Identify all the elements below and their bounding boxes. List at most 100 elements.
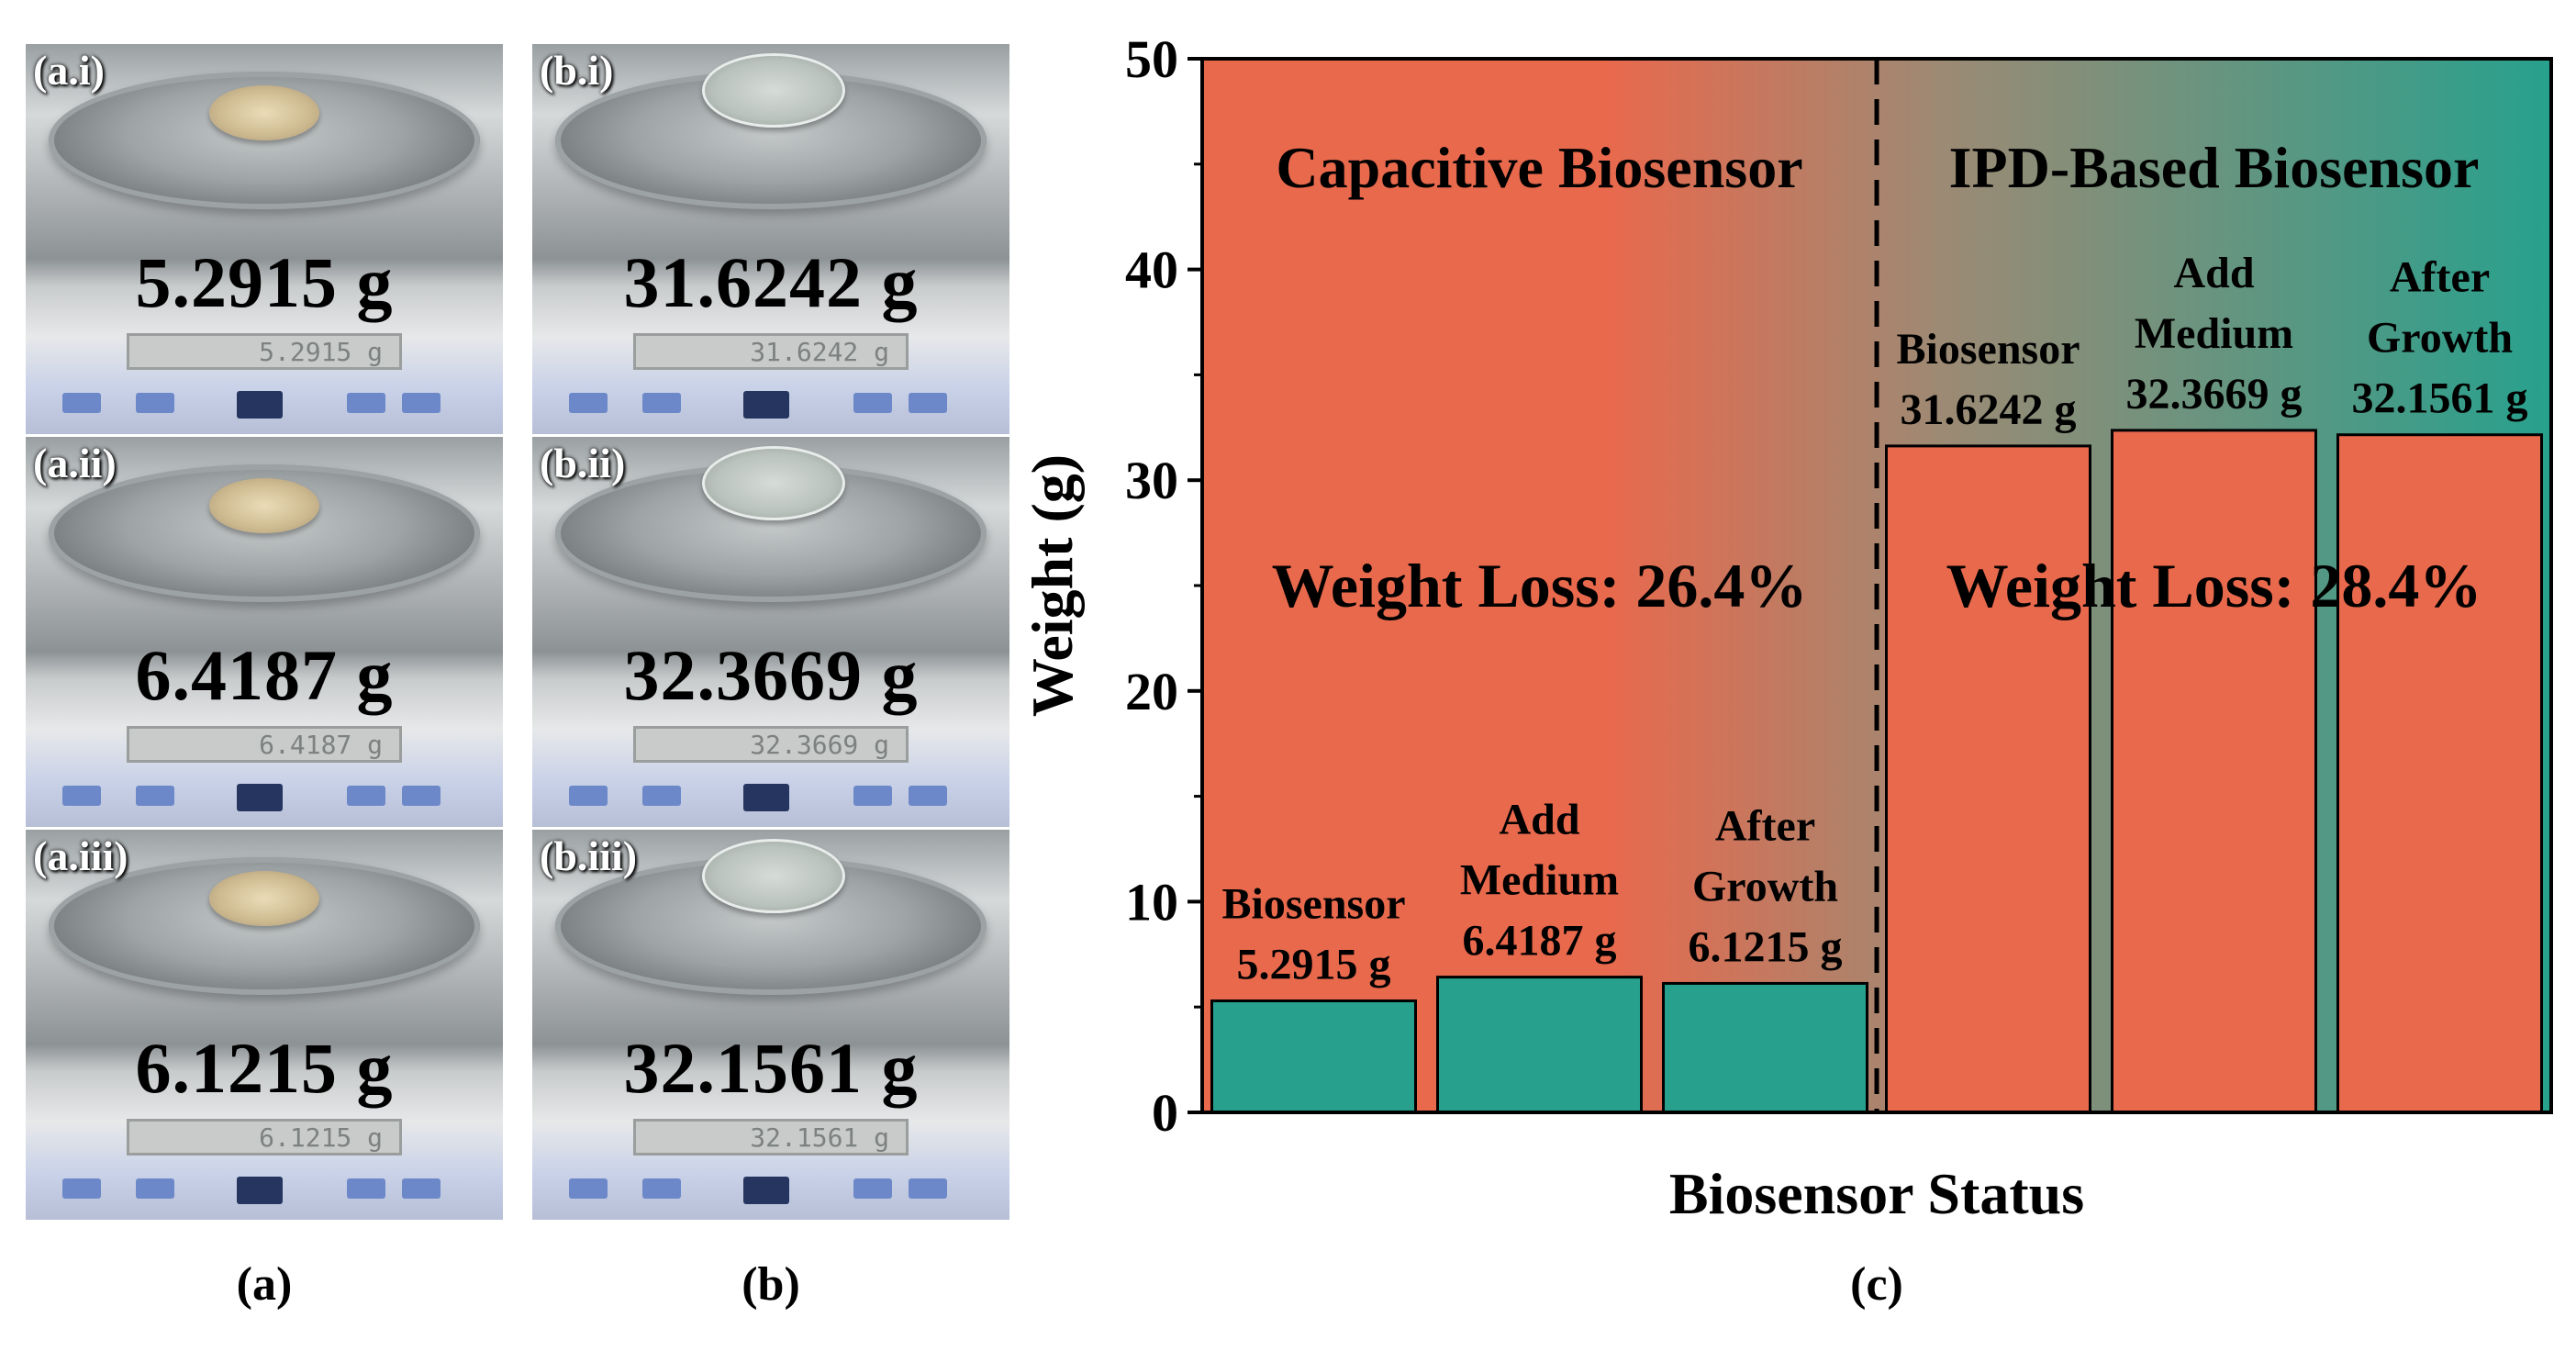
sample-dish: [209, 871, 319, 926]
scale-display: 5.2915 g: [127, 333, 402, 370]
scale-keypad: [62, 784, 466, 813]
scale-key: [237, 784, 283, 811]
scale-key: [909, 393, 947, 413]
weight-reading: 6.4187 g: [135, 635, 394, 715]
scale-display: 31.6242 g: [633, 333, 909, 370]
photo-tag: (b.iii): [540, 832, 638, 879]
scale-key: [853, 786, 892, 806]
weight-reading: 5.2915 g: [135, 242, 394, 322]
weight-loss-label-ipd: Weight Loss: 28.4%: [1946, 551, 2482, 620]
sample-dish: [702, 839, 845, 913]
scale-key: [909, 786, 947, 806]
scale-keypad: [62, 1177, 466, 1206]
bar-category-label: After: [1715, 801, 1815, 850]
y-axis-label: Weight (g): [1020, 454, 1085, 717]
scale-keypad: [62, 391, 466, 420]
panel-a-label: (a): [236, 1258, 293, 1311]
scale-key: [569, 786, 608, 806]
scale-key: [642, 1178, 681, 1199]
y-tick-label: 40: [1125, 240, 1178, 300]
scale-key: [237, 391, 283, 419]
scale-key: [569, 393, 608, 413]
scale-photo-b-1: 31.6242 g (b.i) 31.6242 g: [532, 44, 1009, 434]
scale-keypad: [569, 784, 973, 813]
bar-ipd-2: [2111, 429, 2317, 1114]
group-title-capacitive: Capacitive Biosensor: [1276, 135, 1802, 200]
bar-category-label: Medium: [1460, 856, 1619, 905]
bar-value-label: 31.6242 g: [1901, 385, 2077, 434]
scale-key: [402, 393, 440, 413]
y-tick-label: 0: [1152, 1083, 1178, 1143]
scale-photo-a-3: 6.1215 g (a.iii) 6.1215 g: [26, 830, 503, 1220]
weight-reading: 32.1561 g: [623, 1028, 919, 1108]
photo-tag: (a.i): [33, 47, 105, 94]
panel-b-photos: 31.6242 g (b.i) 31.6242 g 32.3669 g (b.ii) 32…: [532, 44, 1009, 1223]
sample-dish: [702, 53, 845, 128]
scale-key: [62, 393, 101, 413]
scale-key: [136, 786, 174, 806]
sample-dish: [702, 446, 845, 520]
bar-ipd-3: [2336, 433, 2543, 1114]
scale-photo-b-3: 32.1561 g (b.iii) 32.1561 g: [532, 830, 1009, 1220]
bar-value-label: 6.4187 g: [1463, 917, 1617, 966]
sample-dish: [209, 478, 319, 533]
scale-photo-a-2: 6.4187 g (a.ii) 6.4187 g: [26, 437, 503, 827]
scale-display: 32.3669 g: [633, 726, 909, 763]
scale-key: [743, 1177, 789, 1204]
panel-a-photos: 5.2915 g (a.i) 5.2915 g 6.4187 g (a.ii) 6.418…: [26, 44, 503, 1223]
y-tick-label: 20: [1125, 662, 1178, 721]
scale-key: [853, 1178, 892, 1199]
scale-display: 32.1561 g: [633, 1119, 909, 1156]
scale-key: [62, 1178, 101, 1199]
sample-dish: [209, 85, 319, 140]
bar-capacitive-2: [1436, 976, 1643, 1114]
bar-category-label: Add: [1499, 796, 1579, 844]
scale-display: 6.4187 g: [127, 726, 402, 763]
panel-b-label: (b): [742, 1258, 800, 1311]
panel-c-label: (c): [1850, 1258, 1903, 1311]
bar-value-label: 32.3669 g: [2126, 370, 2303, 419]
scale-key: [347, 1178, 385, 1199]
bar-category-label: Biosensor: [1896, 325, 2080, 374]
bar-category-label: After: [2390, 253, 2490, 302]
weight-reading: 6.1215 g: [135, 1028, 394, 1108]
scale-key: [642, 393, 681, 413]
bar-value-label: 6.1215 g: [1689, 922, 1843, 971]
scale-keypad: [569, 391, 973, 420]
weight-bar-chart: Capacitive Biosensor Weight Loss: 26.4% IP…: [1020, 29, 2553, 1226]
x-axis-label: Biosensor Status: [1669, 1161, 2084, 1226]
photo-tag: (a.iii): [33, 832, 128, 879]
scale-key: [136, 393, 174, 413]
scale-key: [642, 786, 681, 806]
weight-loss-label-capacitive: Weight Loss: 26.4%: [1272, 551, 1808, 620]
bar-capacitive-3: [1662, 981, 1868, 1114]
scale-key: [909, 1178, 947, 1199]
scale-key: [743, 391, 789, 419]
weight-reading: 32.3669 g: [623, 635, 919, 715]
scale-display: 6.1215 g: [127, 1119, 402, 1156]
scale-keypad: [569, 1177, 973, 1206]
bar-value-label: 5.2915 g: [1237, 941, 1391, 989]
bar-capacitive-1: [1210, 999, 1417, 1114]
scale-key: [237, 1177, 283, 1204]
bar-ipd-1: [1885, 444, 2091, 1114]
bar-category-label: Medium: [2135, 309, 2293, 358]
y-tick-label: 30: [1125, 451, 1178, 510]
photo-tag: (a.ii): [33, 440, 117, 486]
scale-key: [347, 786, 385, 806]
scale-key: [402, 1178, 440, 1199]
bar-category-label: Growth: [2367, 314, 2513, 363]
photo-tag: (b.i): [540, 47, 614, 94]
bar-category-label: Add: [2173, 249, 2254, 297]
scale-key: [62, 786, 101, 806]
scale-photo-b-2: 32.3669 g (b.ii) 32.3669 g: [532, 437, 1009, 827]
scale-key: [569, 1178, 608, 1199]
bar-category-label: Biosensor: [1221, 880, 1405, 929]
group-title-ipd: IPD-Based Biosensor: [1949, 135, 2480, 200]
bar-value-label: 32.1561 g: [2352, 374, 2528, 423]
scale-key: [136, 1178, 174, 1199]
scale-key: [347, 393, 385, 413]
weight-reading: 31.6242 g: [623, 242, 919, 322]
y-tick-label: 10: [1125, 872, 1178, 932]
scale-photo-a-1: 5.2915 g (a.i) 5.2915 g: [26, 44, 503, 434]
